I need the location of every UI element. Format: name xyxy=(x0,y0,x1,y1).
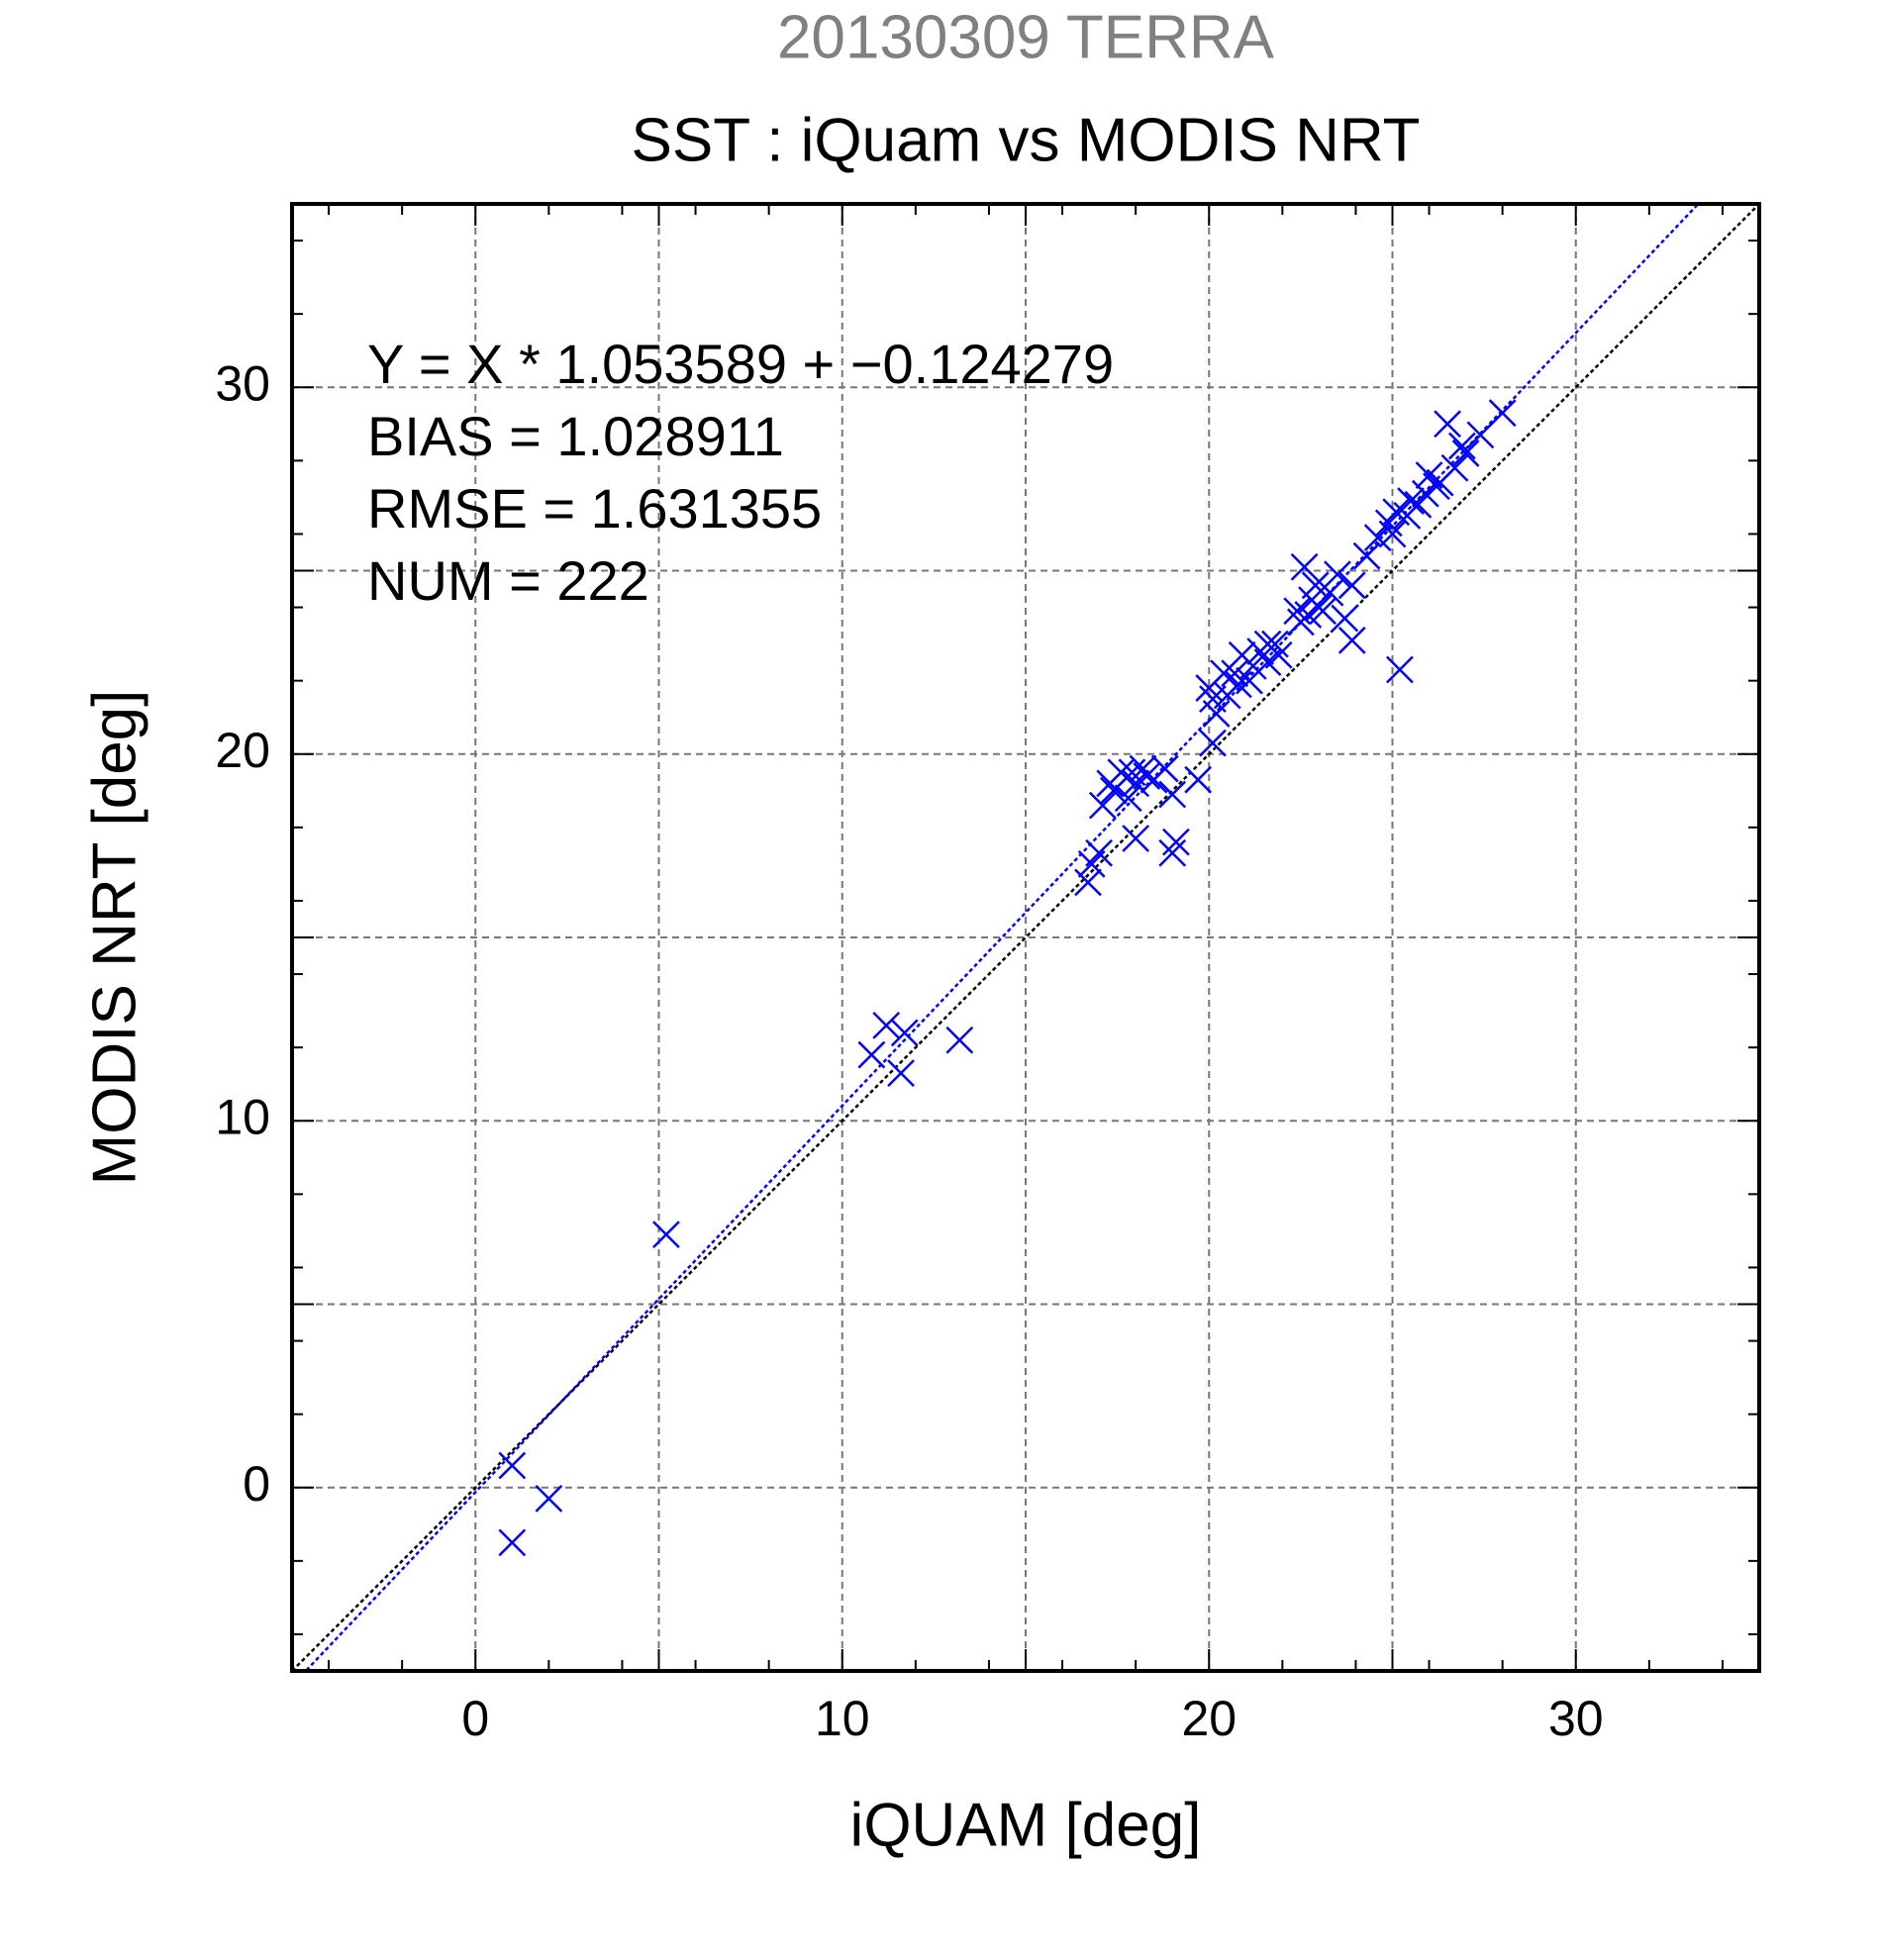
point xyxy=(1074,868,1102,897)
x-tick-label: 10 xyxy=(815,1691,870,1746)
point xyxy=(1426,468,1454,497)
point xyxy=(1324,560,1351,589)
point xyxy=(890,1019,919,1047)
annotation: Y = X * 1.053589 + −0.124279 xyxy=(367,333,1114,395)
point xyxy=(1096,769,1125,798)
point xyxy=(945,1026,974,1054)
point xyxy=(1316,578,1344,607)
point xyxy=(498,1451,527,1480)
point xyxy=(887,1059,915,1087)
point xyxy=(1210,659,1238,688)
point xyxy=(1337,627,1366,654)
point xyxy=(1434,410,1461,439)
y-tick-label: 30 xyxy=(215,355,270,411)
point xyxy=(1199,729,1227,757)
reference-line xyxy=(304,204,1701,1671)
y-tick-label: 0 xyxy=(243,1456,270,1512)
point xyxy=(1466,421,1495,449)
point xyxy=(1386,655,1414,684)
point xyxy=(1337,571,1366,600)
point xyxy=(1158,838,1187,867)
point xyxy=(1088,791,1117,820)
x-tick-label: 0 xyxy=(461,1691,489,1746)
point xyxy=(1085,838,1113,867)
point xyxy=(1158,780,1187,809)
point xyxy=(1162,828,1190,856)
x-tick-label: 20 xyxy=(1181,1691,1237,1746)
point xyxy=(1397,487,1425,515)
point xyxy=(1225,670,1252,699)
point xyxy=(1286,608,1315,637)
point xyxy=(498,1528,527,1557)
point xyxy=(872,1012,901,1039)
plot-frame xyxy=(290,202,1761,1673)
point xyxy=(535,1484,563,1513)
x-axis-label: iQUAM [deg] xyxy=(850,1791,1202,1859)
point xyxy=(1114,784,1142,813)
point xyxy=(1378,520,1407,548)
point xyxy=(1184,765,1213,794)
point xyxy=(1221,659,1249,688)
point xyxy=(1352,541,1381,570)
annotation: RMSE = 1.631355 xyxy=(367,477,822,539)
plot-area xyxy=(292,204,1759,1671)
y-tick-label: 20 xyxy=(215,723,270,778)
point xyxy=(652,1221,680,1248)
point xyxy=(1199,685,1227,714)
point xyxy=(857,1040,886,1069)
point xyxy=(1122,825,1150,852)
reference-line xyxy=(292,204,1759,1671)
x-tick-label: 30 xyxy=(1548,1691,1604,1746)
y-axis-label: MODIS NRT [deg] xyxy=(80,690,148,1186)
point xyxy=(1451,440,1480,467)
point xyxy=(1331,604,1359,633)
y-tick-label: 10 xyxy=(215,1089,270,1144)
point xyxy=(1238,651,1267,680)
point xyxy=(1488,399,1517,428)
chart-title: 20130309 TERRA xyxy=(777,3,1275,71)
point xyxy=(1305,593,1334,622)
annotation: NUM = 222 xyxy=(367,549,649,612)
annotation: BIAS = 1.028911 xyxy=(367,405,784,467)
point xyxy=(1448,432,1476,460)
point xyxy=(1261,630,1289,658)
point xyxy=(1290,552,1319,581)
point xyxy=(1150,754,1179,783)
chart-subtitle: SST : iQuam vs MODIS NRT xyxy=(632,106,1421,174)
point xyxy=(1133,762,1161,790)
